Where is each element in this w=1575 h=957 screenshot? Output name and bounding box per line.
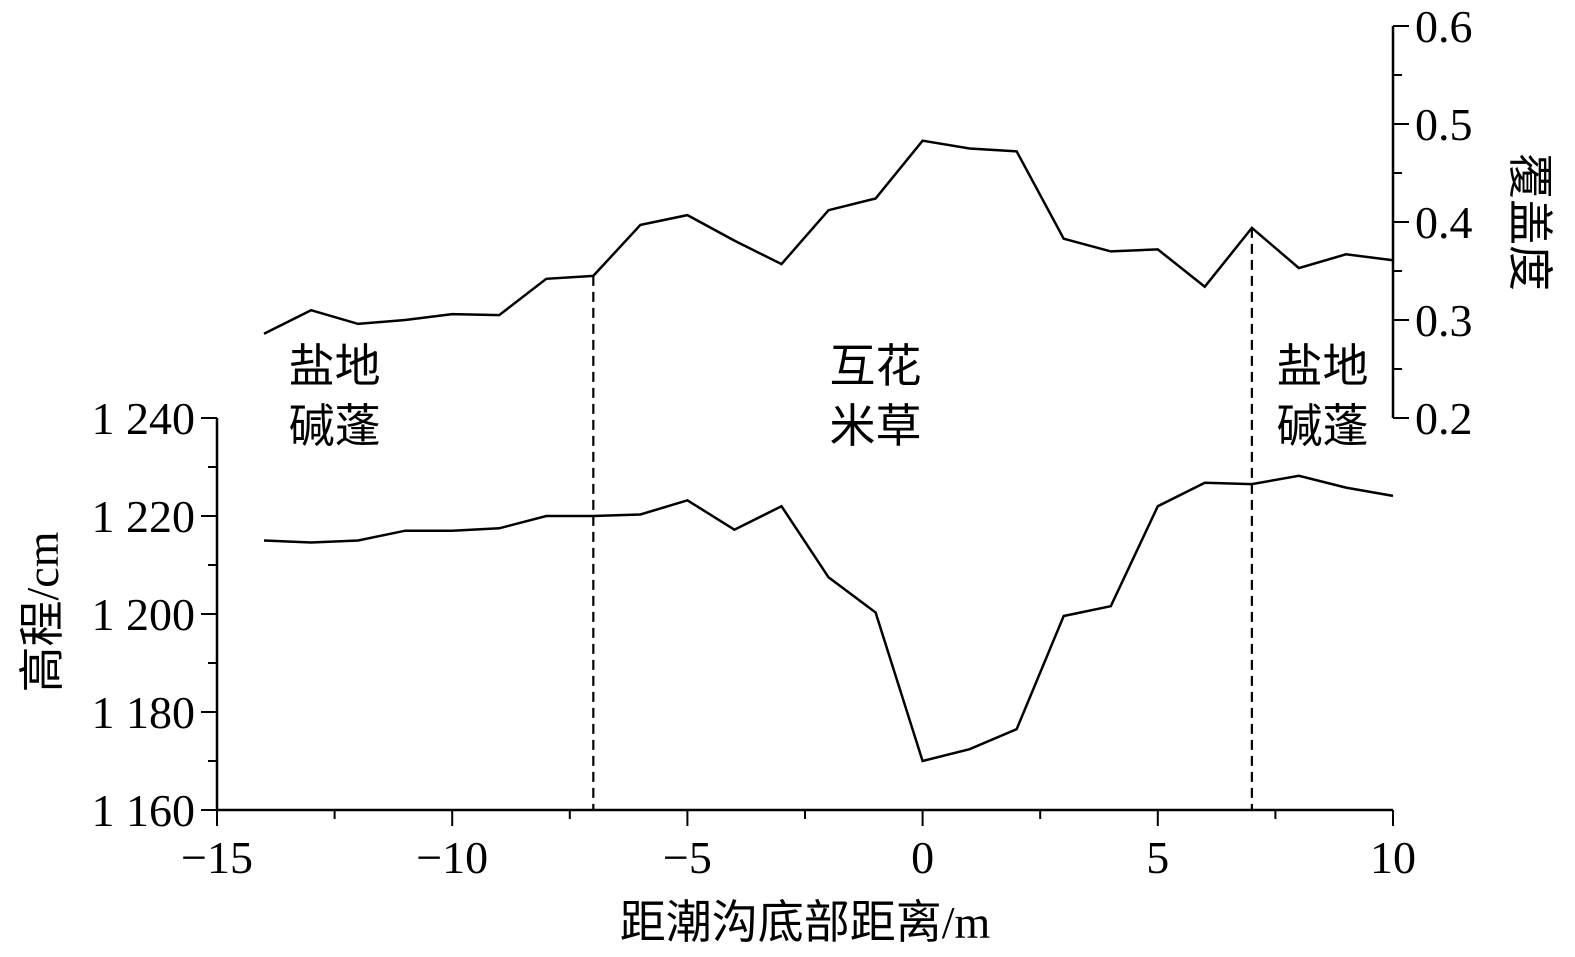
- y-left-axis-title: 高程/cm: [17, 531, 68, 692]
- x-tick-label: 10: [1370, 832, 1416, 883]
- y-left-tick-label: 1 180: [92, 687, 196, 738]
- coverage-line: [263, 139, 1394, 335]
- zone-label: 盐地: [1276, 341, 1368, 392]
- y-left-tick-label: 1 220: [92, 491, 196, 542]
- x-tick-label: 0: [911, 832, 934, 883]
- zone-label: 互花: [830, 341, 922, 392]
- x-tick-label: −15: [181, 832, 253, 883]
- elevation-line: [263, 474, 1394, 763]
- ticks-group: −15 −10 −5 0 5 10 1 160 1 180 1 200 1 220 1 240 0.2…: [92, 1, 1473, 883]
- x-tick-label: 5: [1146, 832, 1169, 883]
- zone-label: 盐地: [289, 341, 381, 392]
- y-right-tick-label: 0.5: [1415, 99, 1473, 150]
- y-left-tick-label: 1 240: [92, 393, 196, 444]
- y-right-tick-label: 0.2: [1415, 393, 1473, 444]
- x-axis-title: 距潮沟底部距离/m: [620, 897, 991, 948]
- y-right-axis-title: 覆盖度: [1504, 153, 1555, 291]
- y-right-tick-label: 0.4: [1415, 197, 1473, 248]
- x-tick-label: −5: [663, 832, 712, 883]
- zone-label: 米草: [830, 401, 922, 452]
- zone-label: 碱蓬: [1276, 401, 1368, 452]
- series-group: [263, 139, 1394, 763]
- y-left-tick-label: 1 200: [92, 589, 196, 640]
- y-right-tick-label: 0.6: [1415, 1, 1473, 52]
- y-left-tick-label: 1 160: [92, 785, 196, 836]
- x-tick-label: −10: [416, 832, 488, 883]
- zone-dividers: [592, 227, 1253, 810]
- y-right-tick-label: 0.3: [1415, 295, 1473, 346]
- zone-label: 碱蓬: [289, 401, 381, 452]
